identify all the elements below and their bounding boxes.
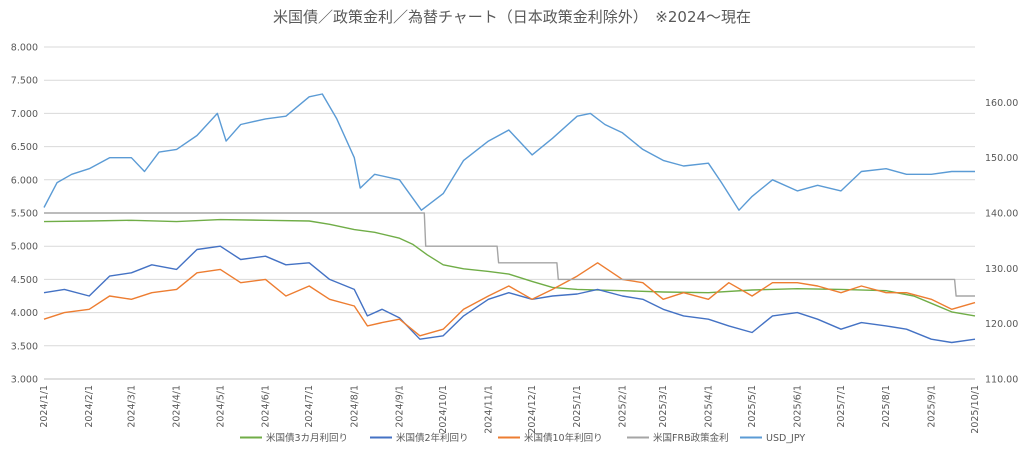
x-tick-label: 2025/8/1 bbox=[881, 385, 892, 428]
x-tick-label: 2024/11/1 bbox=[483, 385, 494, 434]
x-tick-label: 2025/5/1 bbox=[747, 385, 758, 428]
y-right-tick-label: 160.00 bbox=[985, 98, 1018, 109]
y-axis-left: 3.000 3.500 4.000 4.500 5.000 5.500 6.000 6.500… bbox=[11, 43, 38, 386]
y-right-tick-label: 140.00 bbox=[985, 209, 1018, 220]
x-tick-label: 2024/10/1 bbox=[438, 385, 449, 434]
y-left-tick-label: 3.000 bbox=[11, 375, 38, 386]
x-tick-label: 2025/4/1 bbox=[703, 385, 714, 428]
y-left-tick-label: 7.500 bbox=[11, 76, 38, 87]
chart-title: 米国債／政策金利／為替チャート（日本政策金利除外） ※2024～現在 bbox=[273, 8, 751, 26]
legend-item-label: 米国債2年利回り bbox=[396, 432, 469, 444]
x-axis: 2024/1/1 2024/2/1 2024/3/1 2024/4/1 2024/5/1… bbox=[39, 378, 981, 434]
legend-item-label: 米国債3カ月利回り bbox=[266, 432, 348, 444]
x-tick-label: 2024/1/1 bbox=[39, 385, 50, 428]
legend-item-label: 米国債10年利回り bbox=[524, 432, 603, 444]
x-tick-label: 2025/2/1 bbox=[617, 385, 628, 428]
x-tick-label: 2025/1/1 bbox=[572, 385, 583, 428]
y-right-tick-label: 150.00 bbox=[985, 153, 1018, 164]
y-left-tick-label: 5.500 bbox=[11, 209, 38, 220]
legend-item-label: USD_JPY bbox=[766, 433, 805, 444]
legend-item-label: 米国FRB政策金利 bbox=[653, 432, 729, 444]
x-tick-label: 2025/7/1 bbox=[836, 385, 847, 428]
y-left-tick-label: 4.000 bbox=[11, 308, 38, 319]
y-left-tick-label: 5.000 bbox=[11, 242, 38, 253]
y-right-tick-label: 110.00 bbox=[985, 375, 1018, 386]
x-tick-label: 2024/12/1 bbox=[527, 385, 538, 434]
y-right-tick-label: 120.00 bbox=[985, 319, 1018, 330]
x-tick-label: 2024/3/1 bbox=[126, 385, 137, 428]
x-tick-label: 2024/2/1 bbox=[84, 385, 95, 428]
series-line-3 bbox=[44, 212, 975, 297]
y-left-tick-label: 6.500 bbox=[11, 142, 38, 153]
legend: 米国債3カ月利回り 米国債2年利回り 米国債10年利回り 米国FRB政策金利 USD_J… bbox=[240, 432, 805, 444]
x-tick-label: 2024/7/1 bbox=[304, 385, 315, 428]
y-left-tick-label: 4.500 bbox=[11, 275, 38, 286]
y-right-tick-label: 130.00 bbox=[985, 264, 1018, 275]
series-line-2 bbox=[43, 262, 976, 337]
y-left-tick-label: 3.500 bbox=[11, 341, 38, 352]
y-left-tick-label: 8.000 bbox=[11, 43, 38, 54]
y-axis-right: 110.00 120.00 130.00 140.00 150.00 160.00 bbox=[985, 98, 1018, 386]
y-left-tick-label: 7.000 bbox=[11, 109, 38, 120]
x-tick-label: 2025/9/1 bbox=[926, 385, 937, 428]
x-tick-label: 2024/9/1 bbox=[394, 385, 405, 428]
x-tick-label: 2024/5/1 bbox=[215, 385, 226, 428]
x-tick-label: 2024/8/1 bbox=[349, 385, 360, 428]
series-lines bbox=[43, 93, 976, 344]
series-line-4 bbox=[43, 93, 975, 211]
x-tick-label: 2025/10/1 bbox=[970, 385, 981, 434]
series-line-0 bbox=[43, 218, 976, 317]
series-line-1 bbox=[43, 245, 976, 344]
x-tick-label: 2025/6/1 bbox=[792, 385, 803, 428]
x-tick-label: 2024/4/1 bbox=[172, 385, 183, 428]
x-tick-label: 2025/3/1 bbox=[658, 385, 669, 428]
x-tick-label: 2024/6/1 bbox=[260, 385, 271, 428]
y-left-tick-label: 6.000 bbox=[11, 175, 38, 186]
